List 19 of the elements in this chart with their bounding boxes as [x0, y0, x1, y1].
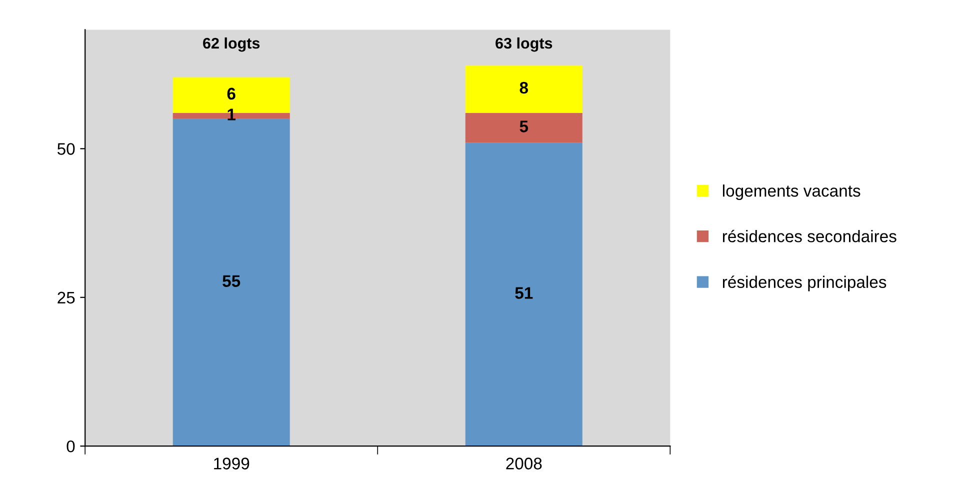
- y-tick-label: 25: [58, 292, 75, 304]
- y-tick-label: 50: [57, 143, 75, 155]
- x-tick-label: 1999: [214, 458, 250, 470]
- x-tick-label: 2008: [506, 458, 542, 470]
- data-label: 55: [222, 275, 240, 287]
- legend-label: résidences secondaires: [722, 230, 896, 242]
- data-label: 8: [520, 82, 528, 94]
- data-label: 5: [520, 120, 528, 132]
- legend-label: logements vacants: [722, 184, 860, 200]
- total-label: 62 logts: [203, 37, 260, 52]
- bar: [465, 142, 582, 446]
- bar: [172, 118, 290, 446]
- data-label: 6: [227, 88, 236, 100]
- total-label: 63 logts: [496, 37, 552, 52]
- bar: [465, 65, 582, 113]
- data-label: 51: [515, 287, 533, 299]
- legend-label: résidences principales: [722, 276, 886, 292]
- bar: [465, 112, 582, 143]
- y-tick-label: 0: [66, 440, 75, 452]
